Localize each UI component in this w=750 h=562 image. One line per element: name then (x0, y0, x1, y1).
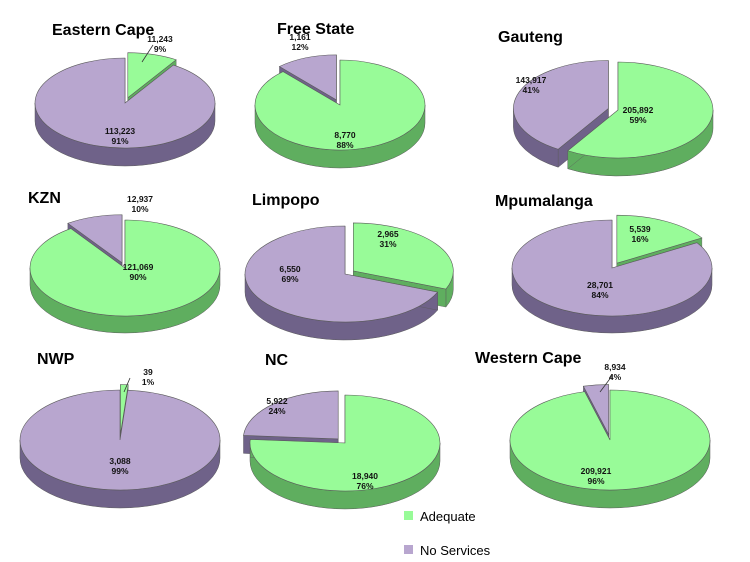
pie-slice-no-services (244, 225, 439, 341)
pie-slice-adequate (509, 389, 711, 509)
pie-slice-adequate (249, 394, 441, 510)
pie-slice-adequate (254, 59, 426, 169)
chart-title: NC (265, 352, 289, 369)
slice-percent-label: 9% (154, 44, 167, 54)
slice-value-label: 205,892 (623, 105, 654, 115)
slice-value-label: 6,550 (279, 264, 301, 274)
legend: Adequate No Services (404, 509, 491, 558)
slice-value-label: 5,922 (266, 396, 288, 406)
pie-slice-no-services (34, 57, 216, 167)
slice-percent-label: 99% (111, 466, 128, 476)
slice-value-label: 18,940 (352, 471, 378, 481)
leader-line (123, 377, 131, 393)
slice-value-label: 8,770 (334, 130, 356, 140)
leader-line (141, 44, 154, 63)
slice-percent-label: 69% (281, 274, 298, 284)
slice-percent-label: 84% (591, 290, 608, 300)
slice-value-label: 209,921 (581, 466, 612, 476)
slice-value-label: 113,223 (105, 126, 136, 136)
chart-title: Eastern Cape (52, 22, 154, 39)
legend-label-no-services: No Services (420, 543, 491, 558)
slice-value-label: 39 (143, 367, 153, 377)
slice-percent-label: 10% (131, 204, 148, 214)
chart-title: Gauteng (498, 29, 563, 46)
slice-percent-label: 16% (631, 234, 648, 244)
slice-value-label: 121,069 (123, 262, 154, 272)
pie-slice-adequate (567, 61, 714, 177)
slice-percent-label: 31% (379, 239, 396, 249)
slice-percent-label: 4% (609, 372, 622, 382)
slice-value-label: 3,088 (109, 456, 131, 466)
legend-swatch-adequate (404, 511, 413, 520)
slice-percent-label: 76% (356, 481, 373, 491)
slice-value-label: 2,965 (377, 229, 399, 239)
slice-value-label: 143,917 (516, 75, 547, 85)
chart-title: Western Cape (475, 350, 582, 367)
slice-percent-label: 1% (142, 377, 155, 387)
slice-value-label: 1,161 (289, 32, 311, 42)
pie-slice-no-services (511, 219, 713, 334)
slice-percent-label: 41% (522, 85, 539, 95)
legend-label-adequate: Adequate (420, 509, 476, 524)
chart-title: Free State (277, 21, 354, 38)
slice-percent-label: 12% (291, 42, 308, 52)
chart-title: KZN (28, 190, 61, 207)
pie-slice-no-services (19, 389, 221, 509)
slice-value-label: 8,934 (604, 362, 626, 372)
chart-title: NWP (37, 351, 75, 368)
slice-percent-label: 90% (129, 272, 146, 282)
slice-value-label: 5,539 (629, 224, 651, 234)
chart-title: Limpopo (252, 192, 320, 209)
chart-title: Mpumalanga (495, 193, 593, 210)
leader-line (599, 375, 613, 393)
slice-value-label: 28,701 (587, 280, 613, 290)
pie-slice-adequate (29, 219, 221, 334)
slice-percent-label: 59% (629, 115, 646, 125)
slice-percent-label: 96% (587, 476, 604, 486)
slice-value-label: 12,937 (127, 194, 153, 204)
legend-swatch-no-services (404, 545, 413, 554)
slice-percent-label: 88% (336, 140, 353, 150)
slice-value-label: 11,243 (147, 34, 173, 44)
slice-percent-label: 91% (111, 136, 128, 146)
slice-percent-label: 24% (268, 406, 285, 416)
